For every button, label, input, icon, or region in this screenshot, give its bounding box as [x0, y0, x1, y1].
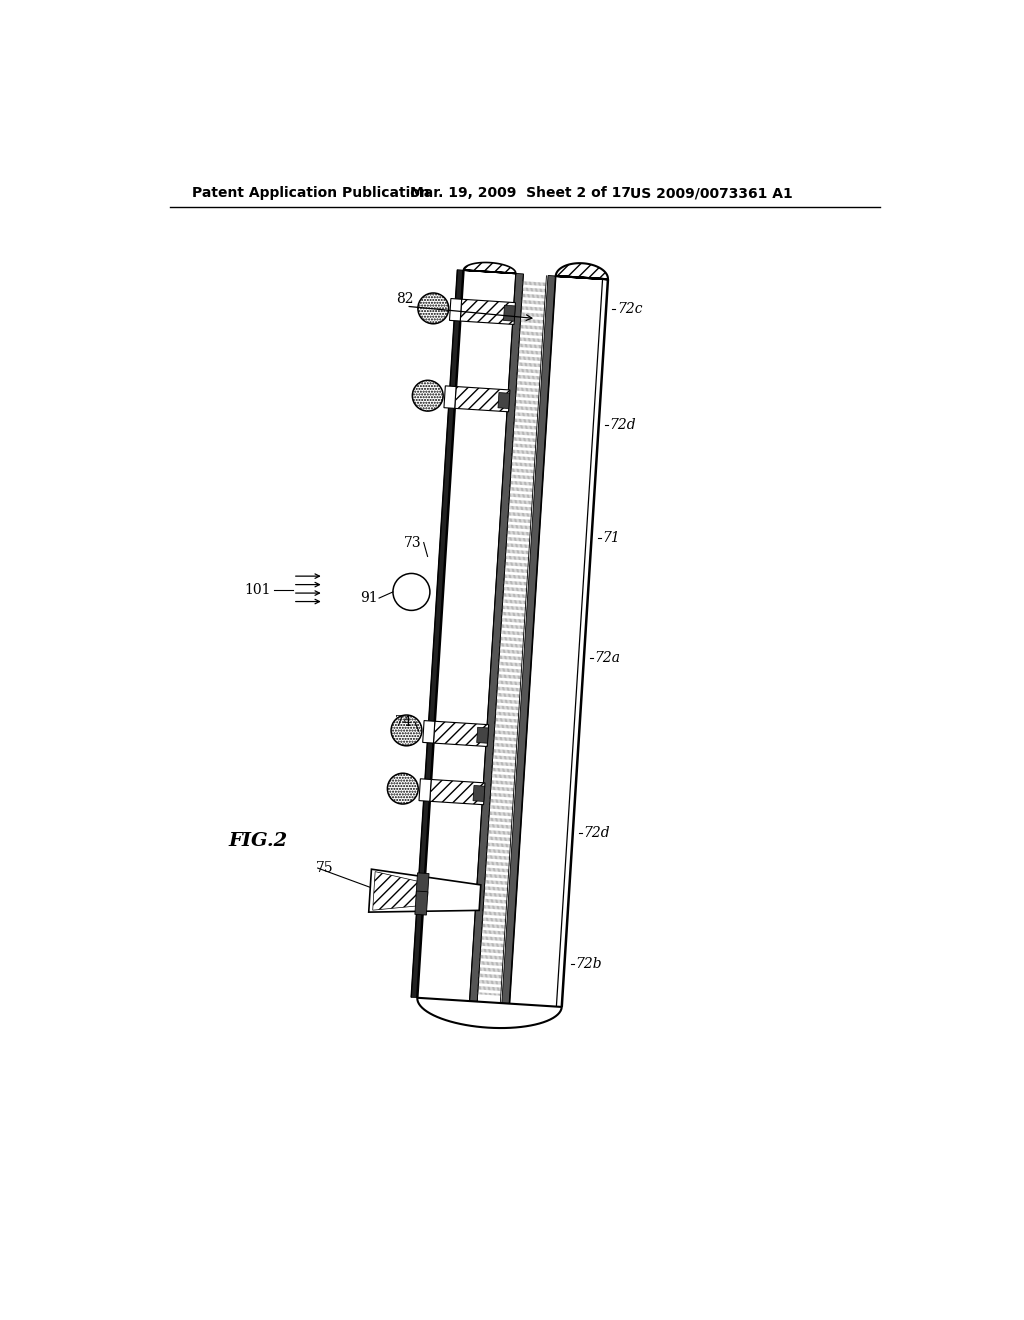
Text: 72a: 72a: [595, 651, 621, 665]
Polygon shape: [450, 298, 462, 321]
Polygon shape: [477, 275, 547, 1003]
Polygon shape: [455, 387, 510, 412]
Circle shape: [418, 293, 449, 323]
Polygon shape: [416, 873, 429, 896]
Polygon shape: [477, 727, 488, 743]
Polygon shape: [418, 998, 562, 1028]
Polygon shape: [373, 871, 425, 911]
Text: 74: 74: [395, 715, 413, 729]
Text: 91: 91: [359, 591, 378, 605]
Polygon shape: [415, 891, 428, 915]
Circle shape: [393, 573, 430, 610]
Polygon shape: [369, 869, 481, 912]
Polygon shape: [504, 305, 515, 321]
Text: 72b: 72b: [575, 957, 602, 970]
Polygon shape: [502, 276, 556, 1003]
Polygon shape: [498, 392, 510, 408]
Polygon shape: [418, 271, 516, 1001]
Circle shape: [391, 715, 422, 746]
Polygon shape: [556, 263, 608, 280]
Text: 71: 71: [602, 531, 621, 545]
Polygon shape: [510, 276, 608, 1007]
Text: 72d: 72d: [584, 826, 610, 840]
Polygon shape: [460, 300, 515, 325]
Text: 72d: 72d: [609, 418, 636, 432]
Text: Mar. 19, 2009  Sheet 2 of 17: Mar. 19, 2009 Sheet 2 of 17: [410, 186, 631, 201]
Polygon shape: [412, 269, 464, 998]
Polygon shape: [419, 779, 431, 801]
Polygon shape: [473, 785, 484, 801]
Polygon shape: [433, 721, 488, 747]
Polygon shape: [430, 780, 485, 805]
Text: 72c: 72c: [616, 302, 642, 315]
Text: FIG.2: FIG.2: [228, 832, 288, 850]
Text: 101: 101: [245, 583, 271, 598]
Polygon shape: [423, 721, 435, 743]
Text: US 2009/0073361 A1: US 2009/0073361 A1: [630, 186, 793, 201]
Polygon shape: [464, 263, 516, 273]
Text: 82: 82: [396, 292, 414, 305]
Text: 73: 73: [403, 536, 422, 549]
Text: Patent Application Publication: Patent Application Publication: [193, 186, 430, 201]
Polygon shape: [444, 385, 456, 408]
Polygon shape: [470, 273, 523, 1002]
Circle shape: [413, 380, 443, 411]
Text: 75: 75: [316, 861, 334, 875]
Circle shape: [387, 774, 418, 804]
